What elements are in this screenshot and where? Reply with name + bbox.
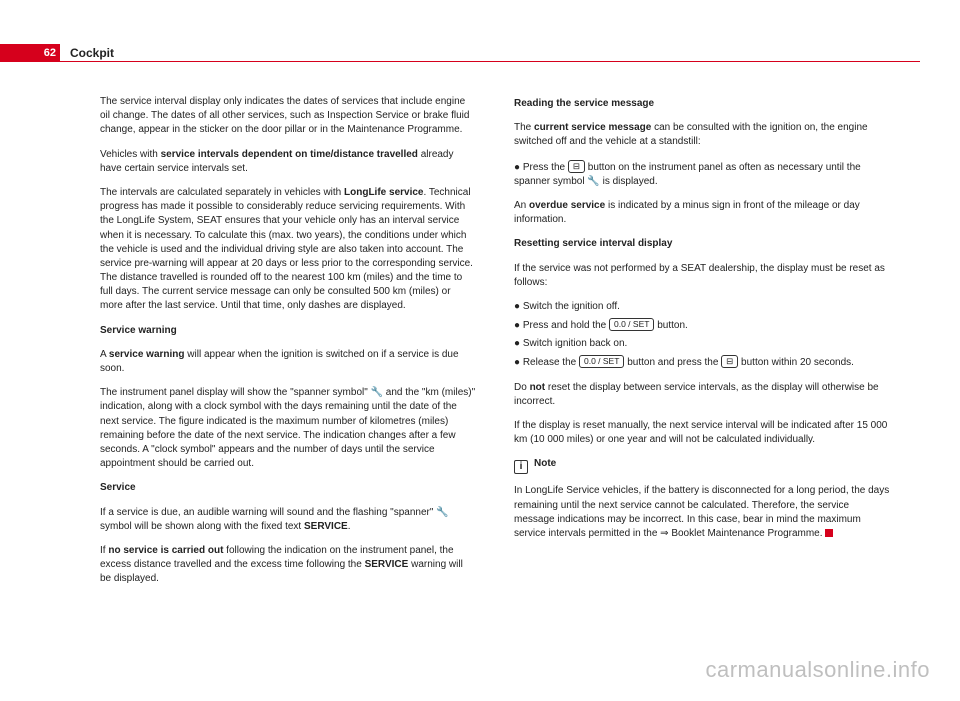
text-bold: service warning — [109, 349, 185, 360]
text-bold: not — [530, 382, 546, 393]
button-label: 0.0 / SET — [579, 355, 624, 368]
list-item: Switch ignition back on. — [514, 337, 890, 351]
paragraph: An overdue service is indicated by a min… — [514, 199, 890, 227]
paragraph: If the display is reset manually, the ne… — [514, 419, 890, 447]
page-number-badge: 62 — [0, 44, 60, 62]
list-item: Release the 0.0 / SET button and press t… — [514, 355, 890, 370]
text: Press and hold the — [523, 320, 609, 331]
left-column: The service interval display only indica… — [100, 95, 476, 596]
paragraph: The instrument panel display will show t… — [100, 386, 476, 471]
list-item: Switch the ignition off. — [514, 300, 890, 314]
text-bold: SERVICE — [304, 521, 348, 532]
bullet-list: Switch the ignition off. Press and hold … — [514, 300, 890, 371]
watermark: carmanualsonline.info — [705, 657, 930, 683]
text-bold: service intervals dependent on time/dist… — [161, 149, 418, 160]
note-heading: i Note — [514, 457, 890, 474]
note-body: In LongLife Service vehicles, if the bat… — [514, 484, 890, 541]
text: button and press the — [624, 357, 721, 368]
paragraph: The service interval display only indica… — [100, 95, 476, 138]
button-icon: ⊟ — [721, 355, 738, 368]
subheading-resetting: Resetting service interval display — [514, 237, 890, 251]
list-item: Press the ⊟ button on the instrument pan… — [514, 160, 890, 189]
end-marker-icon — [825, 529, 833, 537]
text: reset the display between service interv… — [514, 382, 879, 407]
text-bold: current service message — [534, 122, 651, 133]
subheading-service: Service — [100, 481, 476, 495]
text: The — [514, 122, 534, 133]
text: . Technical progress has made it possibl… — [100, 187, 473, 312]
right-column: Reading the service message The current … — [514, 95, 890, 596]
header-rule — [60, 61, 920, 62]
paragraph: The current service message can be consu… — [514, 121, 890, 149]
text: Vehicles with — [100, 149, 161, 160]
button-label: 0.0 / SET — [609, 318, 654, 331]
text-bold: LongLife service — [344, 187, 423, 198]
text: . — [348, 521, 351, 532]
note-label: Note — [534, 458, 556, 469]
text: If a service is due, an audible warning … — [100, 507, 449, 532]
paragraph: If the service was not performed by a SE… — [514, 262, 890, 290]
paragraph: A service warning will appear when the i… — [100, 348, 476, 376]
paragraph: Do not reset the display between service… — [514, 381, 890, 409]
text: button. — [654, 320, 687, 331]
text-bold: no service is carried out — [108, 545, 223, 556]
paragraph: If no service is carried out following t… — [100, 544, 476, 587]
subheading-reading: Reading the service message — [514, 97, 890, 111]
content-columns: The service interval display only indica… — [100, 95, 890, 596]
paragraph: Vehicles with service intervals dependen… — [100, 148, 476, 176]
paragraph: If a service is due, an audible warning … — [100, 506, 476, 534]
text: Release the — [523, 357, 579, 368]
bullet-list: Press the ⊟ button on the instrument pan… — [514, 160, 890, 189]
info-icon: i — [514, 460, 528, 474]
text: button within 20 seconds. — [738, 357, 854, 368]
text: An — [514, 200, 529, 211]
text: A — [100, 349, 109, 360]
text: Do — [514, 382, 530, 393]
text: In LongLife Service vehicles, if the bat… — [514, 485, 889, 539]
text: The intervals are calculated separately … — [100, 187, 344, 198]
text-bold: overdue service — [529, 200, 605, 211]
chapter-title: Cockpit — [70, 46, 114, 60]
subheading-service-warning: Service warning — [100, 324, 476, 338]
button-icon: ⊟ — [568, 160, 585, 173]
text: Press the — [523, 162, 568, 173]
list-item: Press and hold the 0.0 / SET button. — [514, 318, 890, 333]
paragraph: The intervals are calculated separately … — [100, 186, 476, 314]
text-bold: SERVICE — [365, 559, 409, 570]
